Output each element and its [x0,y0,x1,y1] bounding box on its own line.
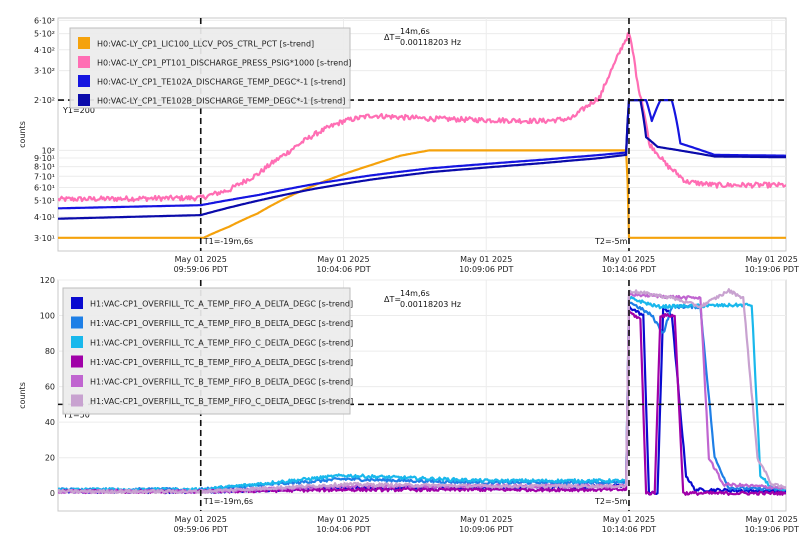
legend-entry: H1:VAC-CP1_OVERFILL_TC_B_TEMP_FIFO_A_DEL… [90,358,353,367]
series-line-1 [58,149,786,239]
x-tick-label: 10:04:06 PDT [316,265,370,274]
legend-entry: H1:VAC-CP1_OVERFILL_TC_A_TEMP_FIFO_B_DEL… [90,319,353,328]
x-tick-label: 10:09:06 PDT [459,525,513,534]
x-tick-label: 10:04:06 PDT [316,525,370,534]
y-tick-label: 0 [50,489,55,498]
y-tick-label: 10² [42,146,55,155]
legend-swatch[interactable] [71,297,83,309]
delta-t-label: ΔT= [384,33,401,42]
y-tick-label: 8·10¹ [34,163,55,172]
y-axis-label: counts [18,382,27,409]
legend-swatch[interactable] [78,37,90,49]
legend-entry: H1:VAC-CP1_OVERFILL_TC_B_TEMP_FIFO_C_DEL… [90,397,353,406]
cursor-t2-label: T2=-5m [594,237,628,246]
y-tick-label: 80 [45,347,55,356]
y-axis-label: counts [18,121,27,148]
legend-box [62,287,351,415]
legend-swatch[interactable] [78,94,90,106]
y-tick-label: 120 [40,276,55,285]
cursor-t1-label: T1=-19m,6s [203,497,253,506]
legend-swatch[interactable] [71,336,83,348]
cursor-y1-label: Y1=50 [62,410,90,419]
legend: H1:VAC-CP1_OVERFILL_TC_A_TEMP_FIFO_A_DEL… [62,287,353,415]
cursor-t1-label: T1=-19m,6s [203,237,253,246]
series-group [58,288,786,496]
y-tick-label: 4·10² [34,46,55,55]
x-tick-label: 09:59:06 PDT [174,525,228,534]
x-tick-label: 10:09:06 PDT [459,265,513,274]
legend-entry: H0:VAC-LY_CP1_TE102B_DISCHARGE_TEMP_DEGC… [97,97,345,106]
x-tick-label: May 01 2025 [175,515,227,524]
x-tick-label: May 01 2025 [317,255,369,264]
y-tick-label: 3·10¹ [34,234,55,243]
series-line-6 [58,288,786,495]
x-tick-label: 09:59:06 PDT [174,265,228,274]
legend-entry: H0:VAC-LY_CP1_LIC100_LLCV_POS_CTRL_PCT [… [97,40,314,49]
cursor-y1-label: Y1=200 [62,106,95,115]
delta-readout: 14m,6s [400,27,430,36]
legend-box [69,27,351,109]
x-tick-label: May 01 2025 [175,255,227,264]
series-group [58,32,786,239]
series-line-4 [58,98,786,220]
legend-entry: H0:VAC-LY_CP1_TE102A_DISCHARGE_TEMP_DEGC… [97,78,345,87]
legend-entry: H1:VAC-CP1_OVERFILL_TC_A_TEMP_FIFO_A_DEL… [90,300,353,309]
x-tick-label: 10:14:06 PDT [602,265,656,274]
delta-readout: 0.00118203 Hz [400,38,461,47]
y-tick-label: 9·10¹ [34,154,55,163]
y-tick-label: 4·10¹ [34,213,55,222]
legend-entry: H1:VAC-CP1_OVERFILL_TC_B_TEMP_FIFO_B_DEL… [90,378,353,387]
delta-readout: 14m,6s [400,289,430,298]
y-tick-label: 20 [45,454,55,463]
x-tick-label: May 01 2025 [746,515,798,524]
x-tick-label: 10:19:06 PDT [745,525,799,534]
x-tick-label: May 01 2025 [746,255,798,264]
y-tick-label: 60 [45,383,55,392]
legend-swatch[interactable] [78,75,90,87]
x-tick-label: 10:14:06 PDT [602,525,656,534]
delta-readout: 0.00118203 Hz [400,300,461,309]
legend-swatch[interactable] [71,355,83,368]
x-tick-label: May 01 2025 [460,515,512,524]
x-tick-label: May 01 2025 [603,255,655,264]
x-tick-label: 10:19:06 PDT [745,265,799,274]
legend-swatch[interactable] [71,394,83,407]
y-tick-label: 3·10² [34,67,55,76]
series-line-2 [58,32,786,203]
legend-swatch[interactable] [71,316,83,329]
y-tick-label: 5·10¹ [34,197,55,206]
legend-swatch[interactable] [71,375,83,387]
y-tick-label: 40 [45,418,55,427]
y-tick-label: 6·10¹ [34,183,55,192]
series-line-3 [58,98,786,210]
x-tick-label: May 01 2025 [460,255,512,264]
delta-t-label: ΔT= [384,295,401,304]
y-tick-label: 100 [40,312,55,321]
y-tick-label: 6·10² [34,16,55,25]
x-tick-label: May 01 2025 [603,515,655,524]
legend-entry: H1:VAC-CP1_OVERFILL_TC_A_TEMP_FIFO_C_DEL… [90,339,353,348]
legend: H0:VAC-LY_CP1_LIC100_LLCV_POS_CTRL_PCT [… [69,27,351,109]
y-tick-label: 7·10¹ [34,172,55,181]
y-tick-label: 2·10² [34,96,55,105]
legend-entry: H0:VAC-LY_CP1_PT101_DISCHARGE_PRESS_PSIG… [97,59,351,68]
legend-swatch[interactable] [78,56,90,68]
y-tick-label: 5·10² [34,30,55,39]
x-tick-label: May 01 2025 [317,515,369,524]
cursor-t2-label: T2=-5m [594,497,628,506]
